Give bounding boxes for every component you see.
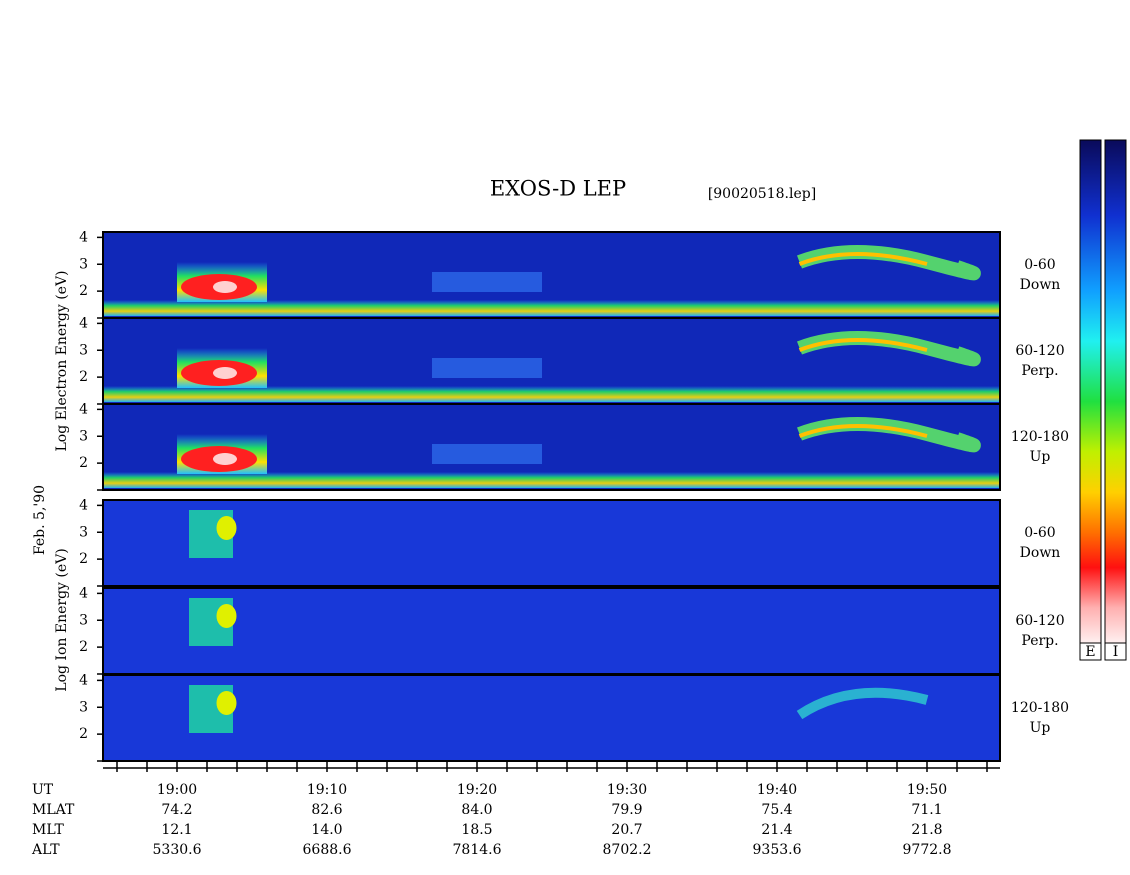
panel-direction: Up [1030, 449, 1051, 465]
ephemeris-value: 18.5 [461, 822, 492, 838]
ephemeris-value: 20.7 [611, 822, 642, 838]
y-tick-label: 4 [79, 672, 88, 688]
diffuse-patch [432, 358, 542, 378]
color-bar-label-box [1079, 642, 1102, 661]
spectrogram-background [103, 588, 1000, 674]
hot-center [213, 453, 237, 465]
low-energy-band [103, 386, 1000, 402]
electron-axis-label: Log Electron Energy (eV) [54, 270, 70, 451]
y-tick-label: 2 [79, 726, 88, 742]
ephemeris-value: 6688.6 [303, 842, 352, 858]
date-label: Feb. 5,'90 [32, 485, 48, 555]
ephemeris-value: 9772.8 [903, 842, 952, 858]
y-tick-label: 4 [79, 229, 88, 245]
spectrogram-background [103, 675, 1000, 761]
ephemeris-value: 7814.6 [453, 842, 502, 858]
ephemeris-value: 84.0 [461, 802, 492, 818]
y-tick-label: 3 [79, 342, 88, 358]
panel-angle: 120-180 [1011, 429, 1069, 445]
ephemeris-value: 5330.6 [153, 842, 202, 858]
color-bar [1079, 139, 1102, 644]
y-tick-label: 3 [79, 256, 88, 272]
ion-core [216, 516, 237, 540]
diffuse-patch [432, 444, 542, 464]
row-label: ALT [31, 842, 60, 858]
y-tick-label: 4 [79, 585, 88, 601]
x-tick-label: 19:50 [907, 782, 947, 798]
spectrogram-features [189, 510, 237, 558]
panel-angle: 0-60 [1024, 525, 1055, 541]
panel-direction: Perp. [1021, 633, 1058, 649]
y-tick-label: 3 [79, 428, 88, 444]
row-label: MLT [32, 822, 64, 838]
y-tick-label: 3 [79, 524, 88, 540]
panel-direction: Perp. [1021, 363, 1058, 379]
panel-direction: Down [1020, 277, 1061, 293]
low-energy-band [103, 300, 1000, 316]
color-bar-label: E [1085, 644, 1095, 660]
y-tick-label: 4 [79, 497, 88, 513]
y-tick-label: 3 [79, 612, 88, 628]
ephemeris-value: 14.0 [311, 822, 342, 838]
ion-axis-label: Log Ion Energy (eV) [54, 548, 70, 691]
y-tick-label: 2 [79, 369, 88, 385]
y-tick-label: 4 [79, 401, 88, 417]
file-name: [90020518.lep] [708, 186, 816, 202]
panel-frame [102, 403, 1001, 491]
y-tick-label: 2 [79, 639, 88, 655]
ephemeris-value: 74.2 [161, 802, 192, 818]
diffuse-patch [432, 272, 542, 292]
panel-angle: 60-120 [1015, 343, 1064, 359]
spectrogram-background [103, 500, 1000, 586]
low-energy-band [103, 472, 1000, 488]
panel-angle: 60-120 [1015, 613, 1064, 629]
spectrogram-features [103, 245, 1000, 316]
ephemeris-value: 75.4 [761, 802, 792, 818]
ephemeris-value: 12.1 [161, 822, 192, 838]
row-label: UT [32, 782, 54, 798]
y-tick-label: 2 [79, 455, 88, 471]
panel-frame [102, 674, 1001, 762]
spectrogram-features [103, 417, 1000, 488]
ephemeris-value: 82.6 [311, 802, 342, 818]
spectrogram-features [189, 685, 929, 733]
spectrogram-features [103, 331, 1000, 402]
precipitation-core [798, 338, 928, 352]
panel-angle: 0-60 [1024, 257, 1055, 273]
y-tick-label: 2 [79, 283, 88, 299]
ephemeris-value: 21.8 [911, 822, 942, 838]
y-tick-label: 2 [79, 551, 88, 567]
x-tick-label: 19:20 [457, 782, 497, 798]
ephemeris-value: 79.9 [611, 802, 642, 818]
ephemeris-value: 8702.2 [603, 842, 652, 858]
x-tick-label: 19:00 [157, 782, 197, 798]
ephemeris-value: 21.4 [761, 822, 792, 838]
panel-direction: Up [1030, 720, 1051, 736]
x-tick-label: 19:40 [757, 782, 797, 798]
hot-center [213, 367, 237, 379]
row-label: MLAT [32, 802, 75, 818]
panel-frame [102, 499, 1001, 587]
panel-angle: 120-180 [1011, 700, 1069, 716]
ion-arc [796, 687, 929, 720]
panel-direction: Down [1020, 545, 1061, 561]
y-tick-label: 3 [79, 699, 88, 715]
x-tick-label: 19:30 [607, 782, 647, 798]
x-tick-label: 19:10 [307, 782, 347, 798]
color-bar-label-box [1104, 642, 1127, 661]
precipitation-core [798, 252, 928, 266]
title: EXOS-D LEP [490, 177, 626, 201]
spectrogram-features [189, 598, 237, 646]
ion-core [216, 604, 237, 628]
color-bar [1104, 139, 1127, 644]
hot-center [213, 281, 237, 293]
ephemeris-value: 9353.6 [753, 842, 802, 858]
precipitation-core [798, 424, 928, 438]
y-tick-label: 4 [79, 315, 88, 331]
ion-core [216, 691, 237, 715]
color-bar-label: I [1113, 644, 1119, 660]
ephemeris-value: 71.1 [911, 802, 942, 818]
